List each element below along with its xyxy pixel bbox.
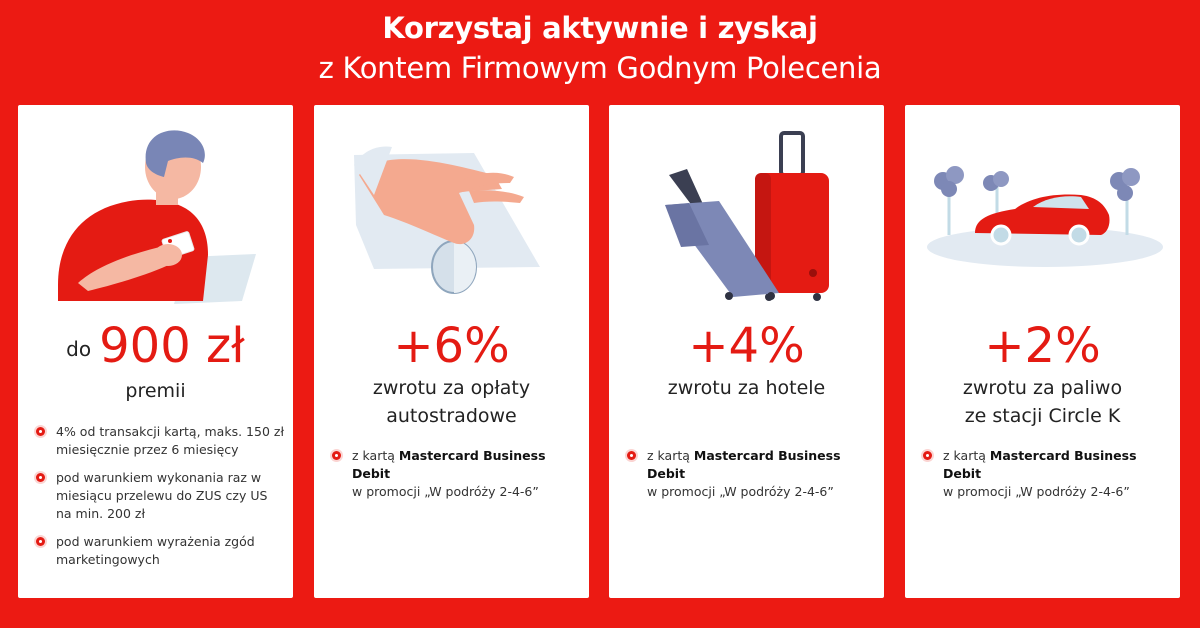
list-item: z kartą Mastercard Business Debit w promo… — [332, 447, 582, 501]
list-item: 4% od transakcji kartą, maks. 150 zł mie… — [36, 423, 286, 459]
big-percent: +4% — [688, 318, 805, 374]
card-highway: +6% zwrotu za opłaty autostradowe z kart… — [314, 105, 589, 598]
big-amount: 900 zł — [99, 318, 245, 374]
big-percent: +2% — [984, 318, 1101, 374]
bullet-icon — [36, 427, 45, 436]
big-percent: +6% — [393, 318, 510, 374]
premium-headline: do 900 zł premii — [18, 318, 293, 405]
list-item: z kartą Mastercard Business Debit w promo… — [923, 447, 1173, 501]
sub-line: zwrotu za opłaty — [372, 377, 531, 399]
list-item: pod warunkiem wyrażenia zgód marketingow… — [36, 533, 286, 569]
bullet-icon — [923, 451, 932, 460]
bullet-icon — [332, 451, 341, 460]
sub-line: zwrotu za hotele — [667, 377, 826, 399]
headline: Korzystaj aktywnie i zyskaj — [382, 11, 818, 45]
suitcases-illustration — [665, 131, 829, 301]
hand-coin-illustration — [354, 146, 540, 294]
sub-line: premii — [125, 380, 186, 402]
list-item: z kartą Mastercard Business Debit w promo… — [627, 447, 877, 501]
subheadline: z Kontem Firmowym Godnym Polecenia — [318, 51, 882, 85]
highway-headline: +6% zwrotu za opłaty autostradowe — [314, 318, 589, 430]
bullet-list: z kartą Mastercard Business Debit w promo… — [332, 447, 582, 511]
bullet-list: z kartą Mastercard Business Debit w promo… — [923, 447, 1173, 511]
list-item: pod warunkiem wykonania raz w miesiącu p… — [36, 469, 286, 523]
sub-line: autostradowe — [386, 405, 517, 427]
page-header: Korzystaj aktywnie i zyskaj z Kontem Fir… — [0, 8, 1200, 88]
fuel-headline: +2% zwrotu za paliwo ze stacji Circle K — [905, 318, 1180, 430]
bullet-list: z kartą Mastercard Business Debit w promo… — [627, 447, 877, 511]
sub-line: zwrotu za paliwo — [962, 377, 1123, 399]
prefix: do — [66, 337, 92, 361]
sub-line: ze stacji Circle K — [964, 405, 1121, 427]
card-premium: do 900 zł premii 4% od transakcji kartą, … — [18, 105, 293, 598]
hotels-headline: +4% zwrotu za hotele — [609, 318, 884, 402]
bullet-icon — [627, 451, 636, 460]
card-hotels: +4% zwrotu za hotele z kartą Mastercard … — [609, 105, 884, 598]
bullet-icon — [36, 473, 45, 482]
man-with-card-illustration — [58, 130, 256, 304]
car-illustration — [927, 166, 1163, 267]
bullet-list: 4% od transakcji kartą, maks. 150 zł mie… — [36, 423, 286, 579]
bullet-icon — [36, 537, 45, 546]
card-fuel: +2% zwrotu za paliwo ze stacji Circle K … — [905, 105, 1180, 598]
